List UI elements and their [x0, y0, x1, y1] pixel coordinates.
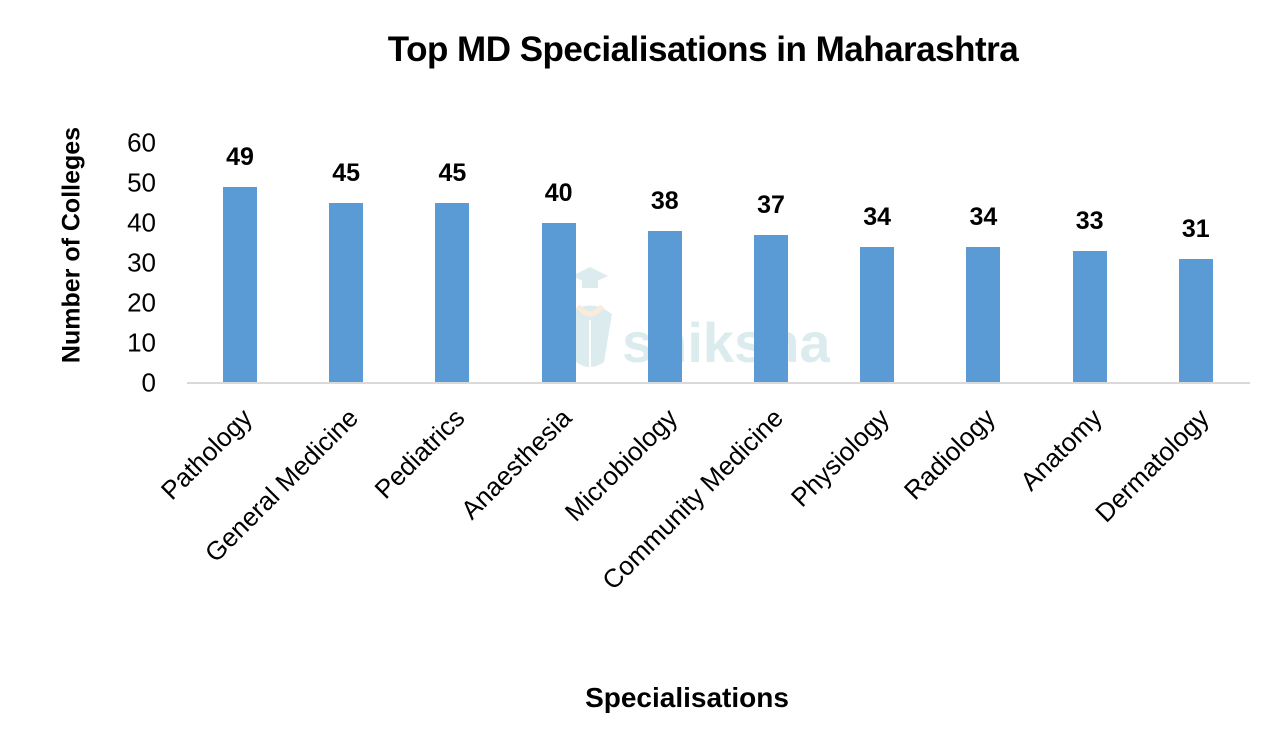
bar: [329, 203, 364, 383]
data-label: 40: [544, 179, 573, 207]
x-tick-label: Anatomy: [1013, 402, 1108, 497]
bar: [860, 247, 895, 383]
y-tick-label: 40: [127, 207, 156, 238]
x-tick-label: Physiology: [785, 402, 896, 513]
bar: [435, 203, 470, 383]
bar: [647, 231, 682, 383]
chart-title: Top MD Specialisations in Maharashtra: [387, 30, 1019, 69]
y-tick-label: 0: [141, 367, 156, 398]
x-tick-label: Pediatrics: [368, 402, 471, 505]
x-axis-label: Specialisations: [585, 682, 789, 713]
y-tick-label: 50: [127, 167, 156, 198]
bar: [754, 235, 788, 383]
x-tick-label: Community Medicine: [596, 402, 790, 596]
bar: [1072, 251, 1107, 383]
graduate-cap-icon: shiksha: [568, 267, 831, 374]
x-axis-line: [187, 382, 1250, 384]
x-tick-label: Anaesthesia: [454, 402, 577, 525]
bar: [966, 247, 1001, 383]
data-label: 37: [757, 191, 785, 219]
x-tick-label: Radiology: [898, 402, 1002, 506]
data-label: 49: [226, 143, 254, 171]
data-label: 38: [650, 187, 679, 215]
bar: [1178, 259, 1213, 383]
data-label: 33: [1075, 207, 1104, 235]
y-tick-label: 30: [127, 247, 156, 278]
data-label: 45: [438, 159, 467, 187]
watermark: shiksha: [560, 262, 831, 377]
data-label: 31: [1181, 215, 1210, 243]
x-tick-label: Pathology: [154, 402, 258, 506]
y-tick-label: 20: [127, 287, 156, 318]
data-label: 45: [332, 159, 361, 187]
y-axis-label: Number of Colleges: [57, 126, 86, 364]
bar: [541, 223, 576, 383]
y-tick-label: 60: [127, 127, 156, 158]
data-label: 34: [863, 203, 892, 231]
bar: [223, 187, 257, 383]
y-tick-label: 10: [127, 327, 156, 358]
x-tick-label: Dermatology: [1089, 402, 1215, 528]
data-label: 34: [969, 203, 998, 231]
